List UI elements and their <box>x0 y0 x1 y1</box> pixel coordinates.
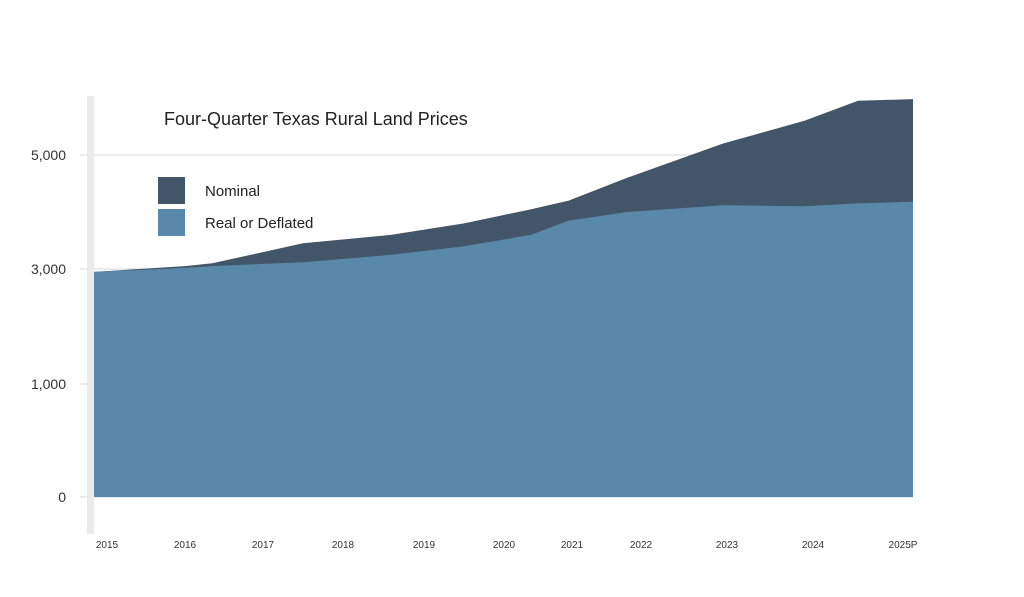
legend-label-real: Real or Deflated <box>205 215 313 232</box>
x-tick-label: 2020 <box>493 540 516 551</box>
legend-swatch-real <box>158 209 185 236</box>
y-tick-label: 3,000 <box>31 261 66 277</box>
y-tick-label: 5,000 <box>31 147 66 163</box>
x-tick-label: 2023 <box>716 540 739 551</box>
y-tick-label: 0 <box>58 489 66 505</box>
x-tick-label: 2019 <box>413 540 436 551</box>
x-tick-labels: 2015 2016 2017 2018 2019 2020 2021 2022 2023 2024… <box>96 540 918 551</box>
area-real-or-deflated <box>94 201 913 497</box>
y-tick-label: 1,000 <box>31 376 66 392</box>
x-tick-label: 2025P <box>889 540 918 551</box>
x-tick-label: 2015 <box>96 540 119 551</box>
legend-label-nominal: Nominal <box>205 183 260 200</box>
y-tick-labels: 0 1,000 3,000 5,000 <box>31 147 66 505</box>
chart-areas <box>94 99 913 497</box>
x-tick-label: 2016 <box>174 540 197 551</box>
x-tick-label: 2024 <box>802 540 825 551</box>
x-tick-label: 2018 <box>332 540 355 551</box>
y-axis-bar <box>87 96 94 534</box>
legend: Nominal Real or Deflated <box>158 177 313 236</box>
legend-swatch-nominal <box>158 177 185 204</box>
x-tick-label: 2021 <box>561 540 584 551</box>
x-tick-label: 2017 <box>252 540 275 551</box>
chart-title: Four-Quarter Texas Rural Land Prices <box>164 109 468 129</box>
x-tick-label: 2022 <box>630 540 653 551</box>
